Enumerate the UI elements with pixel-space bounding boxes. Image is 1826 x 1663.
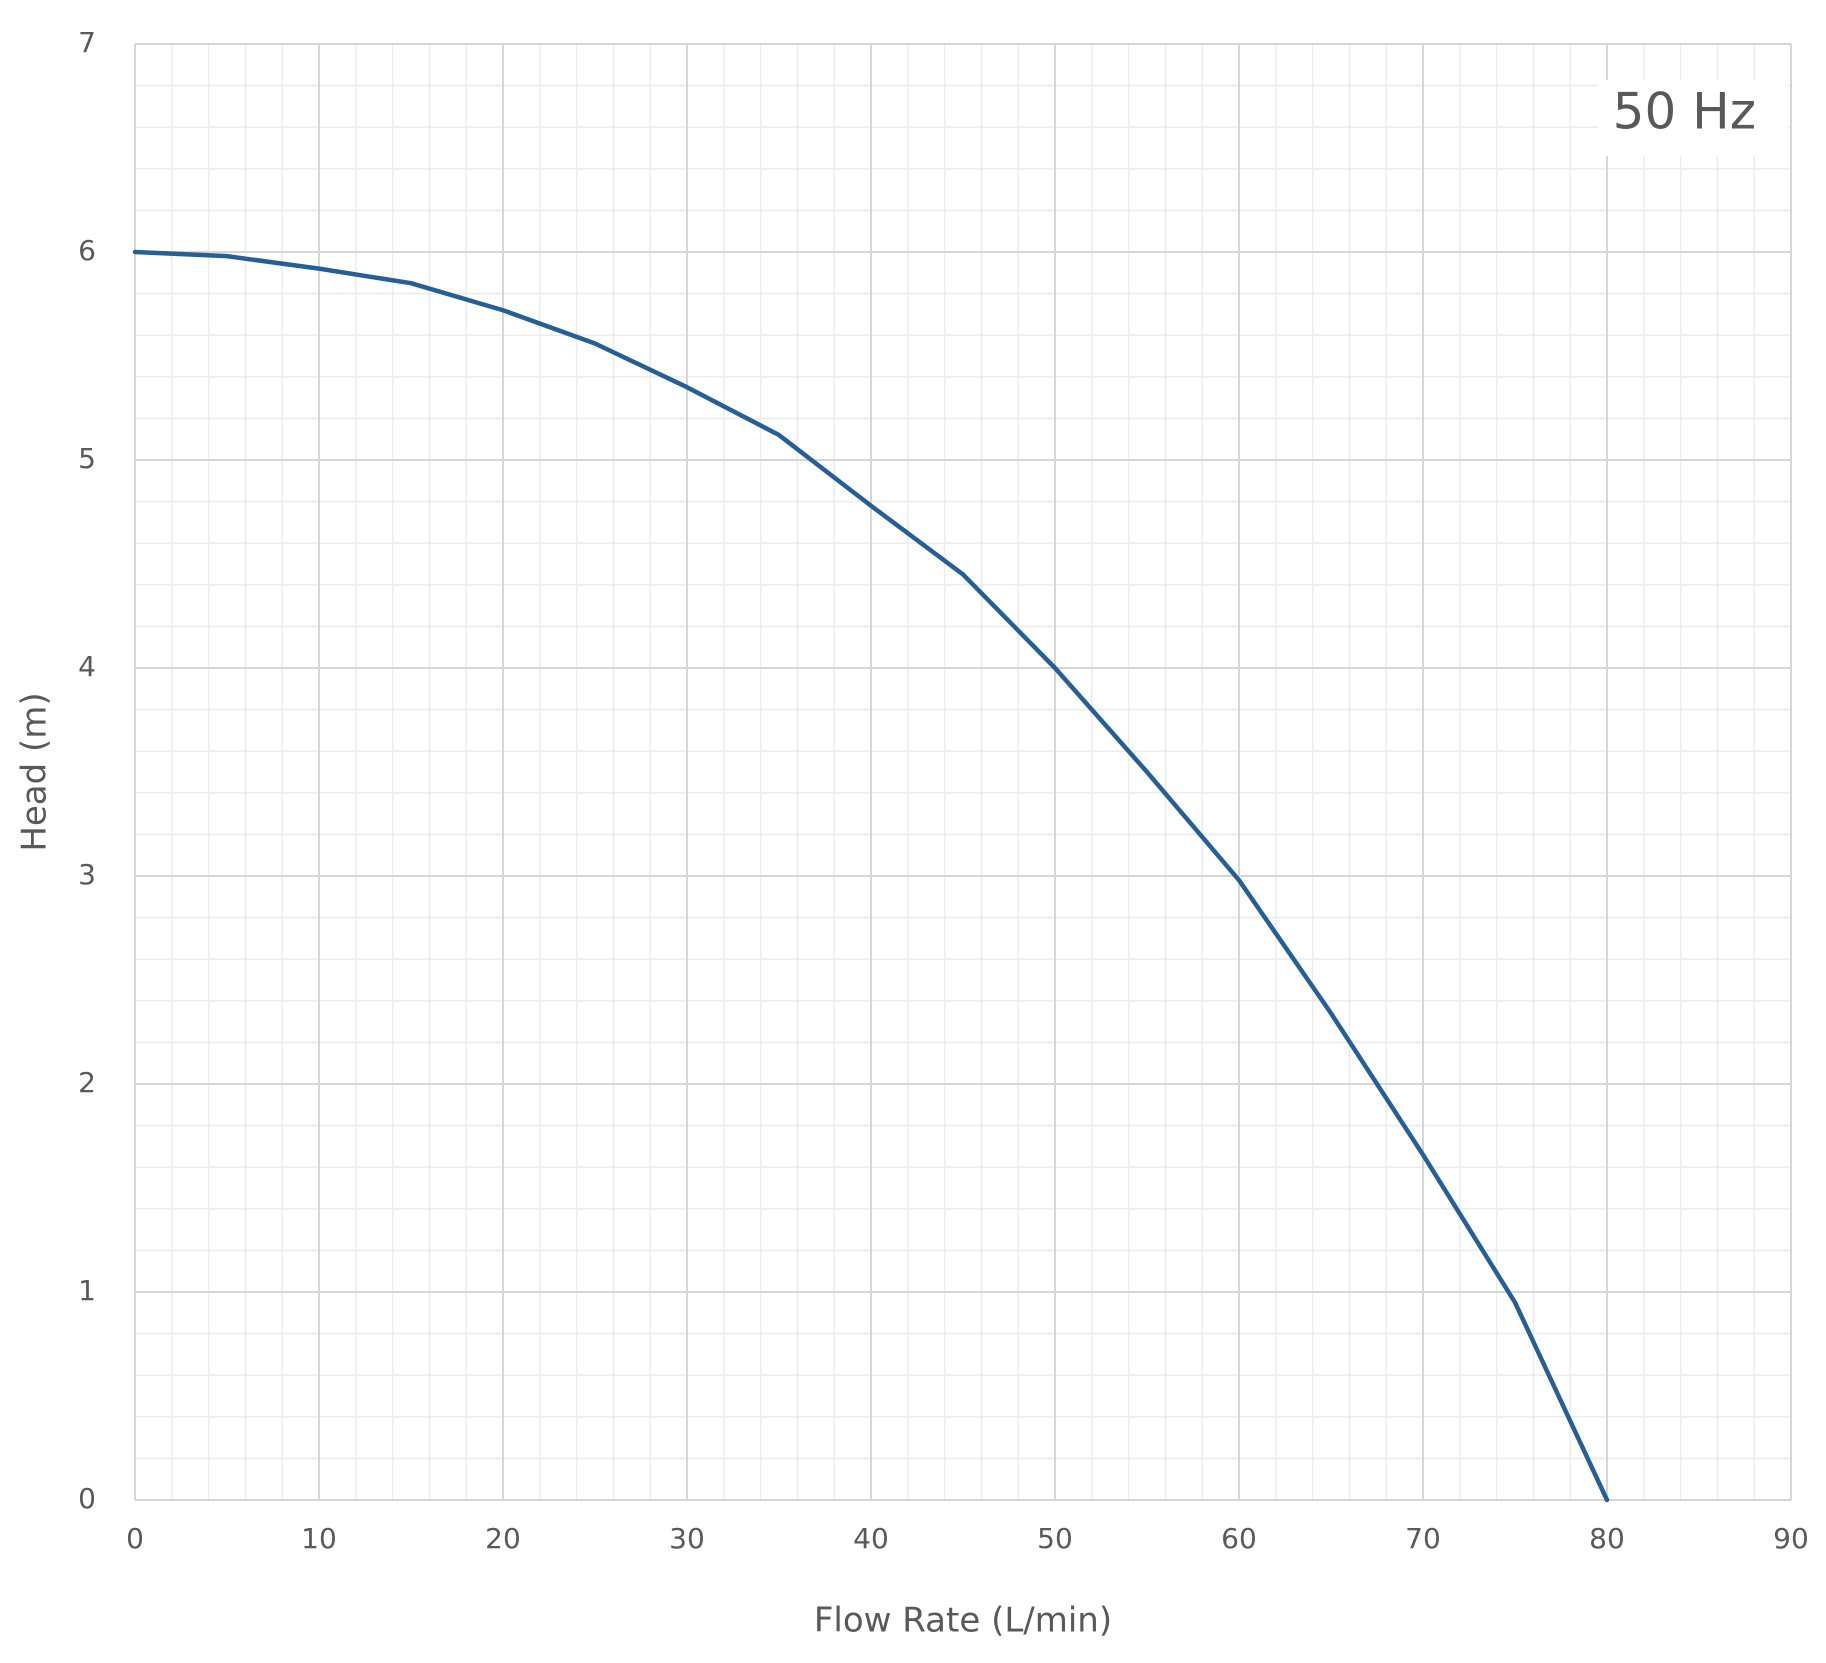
y-tick-label: 2	[78, 1066, 96, 1099]
annotation-box	[1598, 80, 1788, 156]
y-tick-label: 5	[78, 442, 96, 475]
line-series	[132, 249, 1610, 1503]
y-axis-title: Head (m)	[15, 692, 55, 851]
x-tick-label: 60	[1221, 1522, 1257, 1555]
x-tick-label: 0	[126, 1522, 144, 1555]
x-tick-label: 40	[853, 1522, 889, 1555]
x-axis-title: Flow Rate (L/min)	[814, 1601, 1112, 1641]
x-tick-label: 70	[1405, 1522, 1441, 1555]
y-tick-label: 7	[78, 26, 96, 59]
x-tick-label: 30	[669, 1522, 705, 1555]
x-tick-label: 20	[485, 1522, 521, 1555]
annotation: 50 Hz	[1613, 83, 1756, 141]
y-tick-label: 3	[78, 858, 96, 891]
x-tick-label: 50	[1037, 1522, 1073, 1555]
y-tick-label: 4	[78, 650, 96, 683]
x-tick-label: 80	[1589, 1522, 1625, 1555]
y-tick-label: 6	[78, 234, 96, 267]
x-tick-label: 10	[301, 1522, 337, 1555]
y-tick-label: 1	[78, 1274, 96, 1307]
grid	[134, 43, 1792, 1501]
x-tick-label: 90	[1773, 1522, 1809, 1555]
y-tick-label: 0	[78, 1482, 96, 1515]
